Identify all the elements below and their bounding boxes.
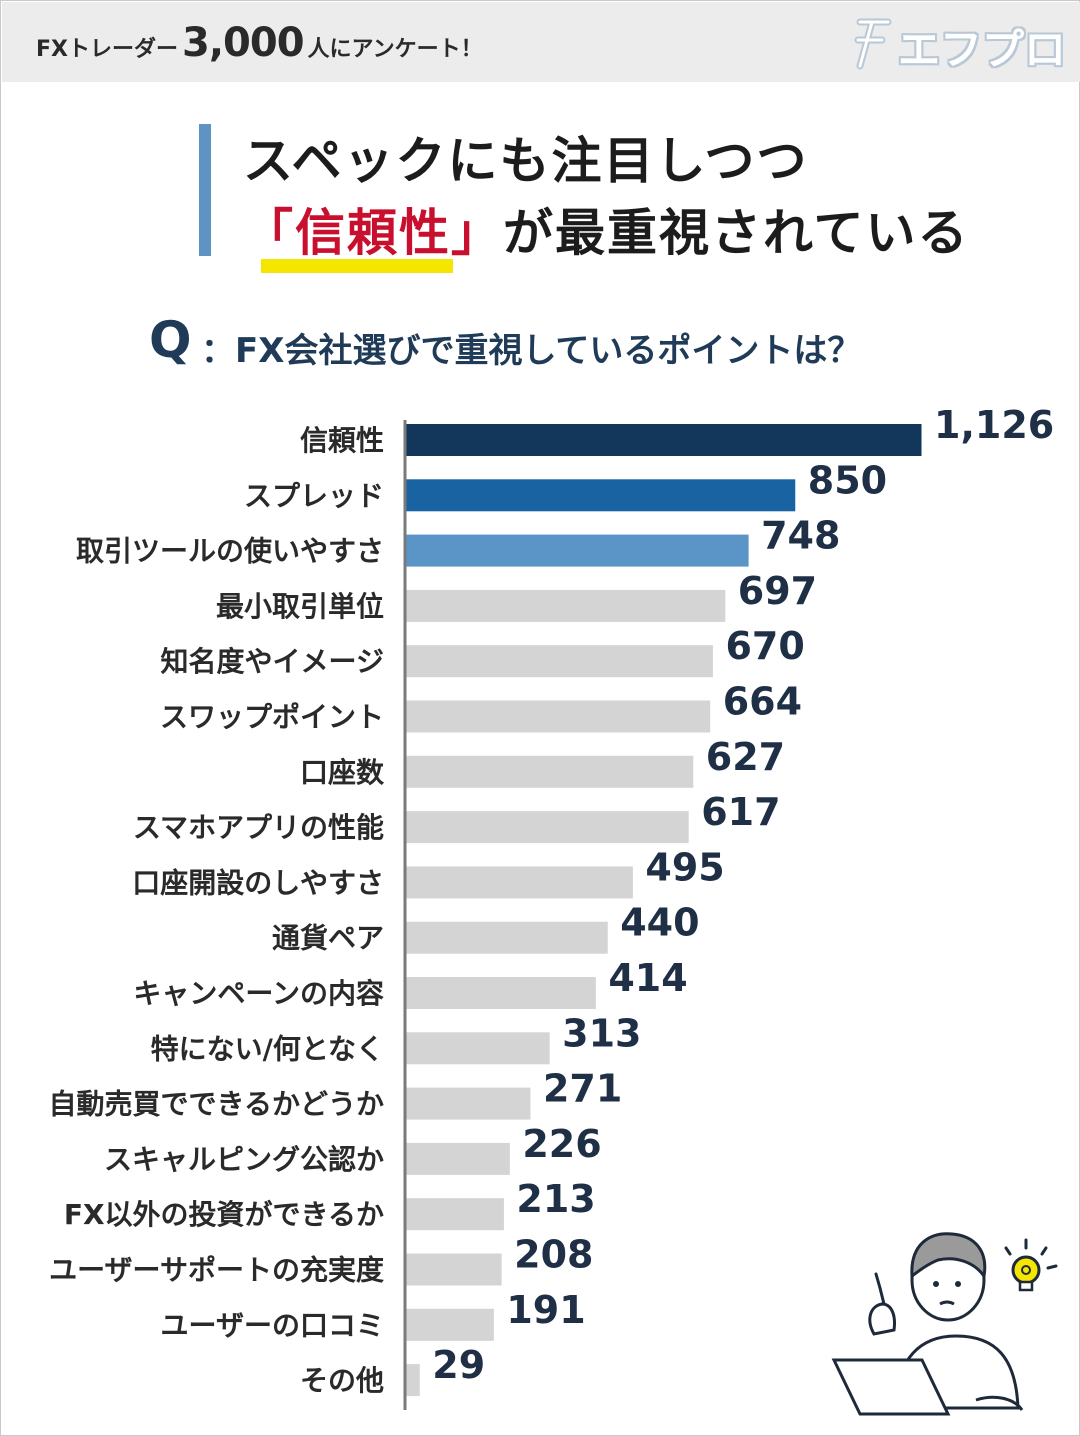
bar-14 <box>406 1198 504 1231</box>
headline-rest: が最重視されている <box>503 204 970 262</box>
value-label-9: 440 <box>620 901 699 945</box>
category-label-10: キャンペーンの内容 <box>133 977 384 1010</box>
bar-13 <box>406 1142 510 1175</box>
bar-11 <box>406 1032 550 1065</box>
bar-2 <box>406 534 749 567</box>
logo-mark-icon <box>854 18 892 70</box>
bar-0 <box>406 424 922 456</box>
category-label-11: 特にない/何となく <box>151 1032 384 1065</box>
bar-15 <box>406 1253 502 1286</box>
person-with-laptop-illustration <box>831 1232 1058 1416</box>
bar-chart: 信頼性 1,126 スプレッド 850 取引ツールの使いやすさ 748 最小取引単位 697 知… <box>49 403 1054 1410</box>
bar-17 <box>406 1364 420 1397</box>
value-label-1: 850 <box>808 458 887 502</box>
value-label-6: 627 <box>706 735 785 779</box>
value-label-0: 1,126 <box>934 403 1054 447</box>
bar-12 <box>406 1087 531 1120</box>
laptop-icon <box>831 1358 1024 1416</box>
bar-1 <box>406 479 796 512</box>
category-label-8: 口座開設のしやすさ <box>132 866 384 899</box>
category-label-6: 口座数 <box>300 756 385 789</box>
value-label-2: 748 <box>761 514 840 558</box>
bar-6 <box>406 755 694 788</box>
title-accent-bar <box>199 124 211 256</box>
brand-logo: エフプロ <box>852 14 1066 74</box>
bar-5 <box>406 700 711 733</box>
value-label-13: 226 <box>522 1122 601 1166</box>
value-label-7: 617 <box>701 790 780 834</box>
bar-9 <box>406 921 608 954</box>
value-label-15: 208 <box>514 1233 593 1277</box>
headline-line2: 「信頼性」が最重視されている <box>243 193 970 265</box>
category-label-17: その他 <box>300 1364 384 1397</box>
value-label-10: 414 <box>608 956 687 1000</box>
logo-text: エフプロ <box>898 25 1067 74</box>
survey-banner-text: FXトレーダー 3,000 人にアンケート！ <box>36 20 483 66</box>
value-label-17: 29 <box>432 1343 485 1387</box>
category-label-2: 取引ツールの使いやすさ <box>76 535 384 568</box>
category-label-1: スプレッド <box>244 479 384 512</box>
category-label-13: スキャルピング公認か <box>104 1143 384 1176</box>
value-label-5: 664 <box>723 680 802 724</box>
category-label-9: 通貨ペア <box>272 922 384 955</box>
highlight-underline <box>261 259 453 273</box>
value-label-14: 213 <box>516 1177 595 1221</box>
banner-suffix: 人にアンケート！ <box>307 37 483 62</box>
value-label-12: 271 <box>543 1067 622 1111</box>
value-label-4: 670 <box>725 624 804 668</box>
value-label-3: 697 <box>738 569 817 613</box>
headline-line1: スペックにも注目しつつ <box>243 132 809 190</box>
value-label-11: 313 <box>562 1011 641 1055</box>
bar-4 <box>406 645 713 678</box>
bar-7 <box>406 811 689 844</box>
bar-16 <box>406 1308 494 1341</box>
category-label-7: スマホアプリの性能 <box>133 811 384 844</box>
category-label-15: ユーザーサポートの充実度 <box>49 1254 384 1287</box>
category-label-0: 信頼性 <box>300 424 384 457</box>
category-label-3: 最小取引単位 <box>216 590 384 623</box>
lightbulb-icon <box>1004 1238 1058 1292</box>
category-label-5: スワップポイント <box>160 701 384 734</box>
category-label-16: ユーザーの口コミ <box>161 1309 384 1342</box>
category-label-12: 自動売買でできるかどうか <box>49 1088 384 1121</box>
survey-banner: FXトレーダー 3,000 人にアンケート！ エフプロ <box>2 2 1080 82</box>
value-label-8: 495 <box>645 845 724 889</box>
category-label-4: 知名度やイメージ <box>161 645 384 678</box>
category-label-14: FX以外の投資ができるか <box>64 1198 384 1231</box>
bar-10 <box>406 977 596 1009</box>
question-text: ：FX会社選びで重視しているポイントは？ <box>201 331 862 371</box>
banner-count: 3,000 <box>182 20 305 66</box>
bar-8 <box>406 866 633 899</box>
headline-highlight: 「信頼性」 <box>243 204 503 262</box>
question-mark: Q <box>149 311 192 369</box>
value-label-16: 191 <box>506 1288 585 1332</box>
banner-prefix: FXトレーダー <box>36 37 178 62</box>
bar-3 <box>406 589 726 622</box>
